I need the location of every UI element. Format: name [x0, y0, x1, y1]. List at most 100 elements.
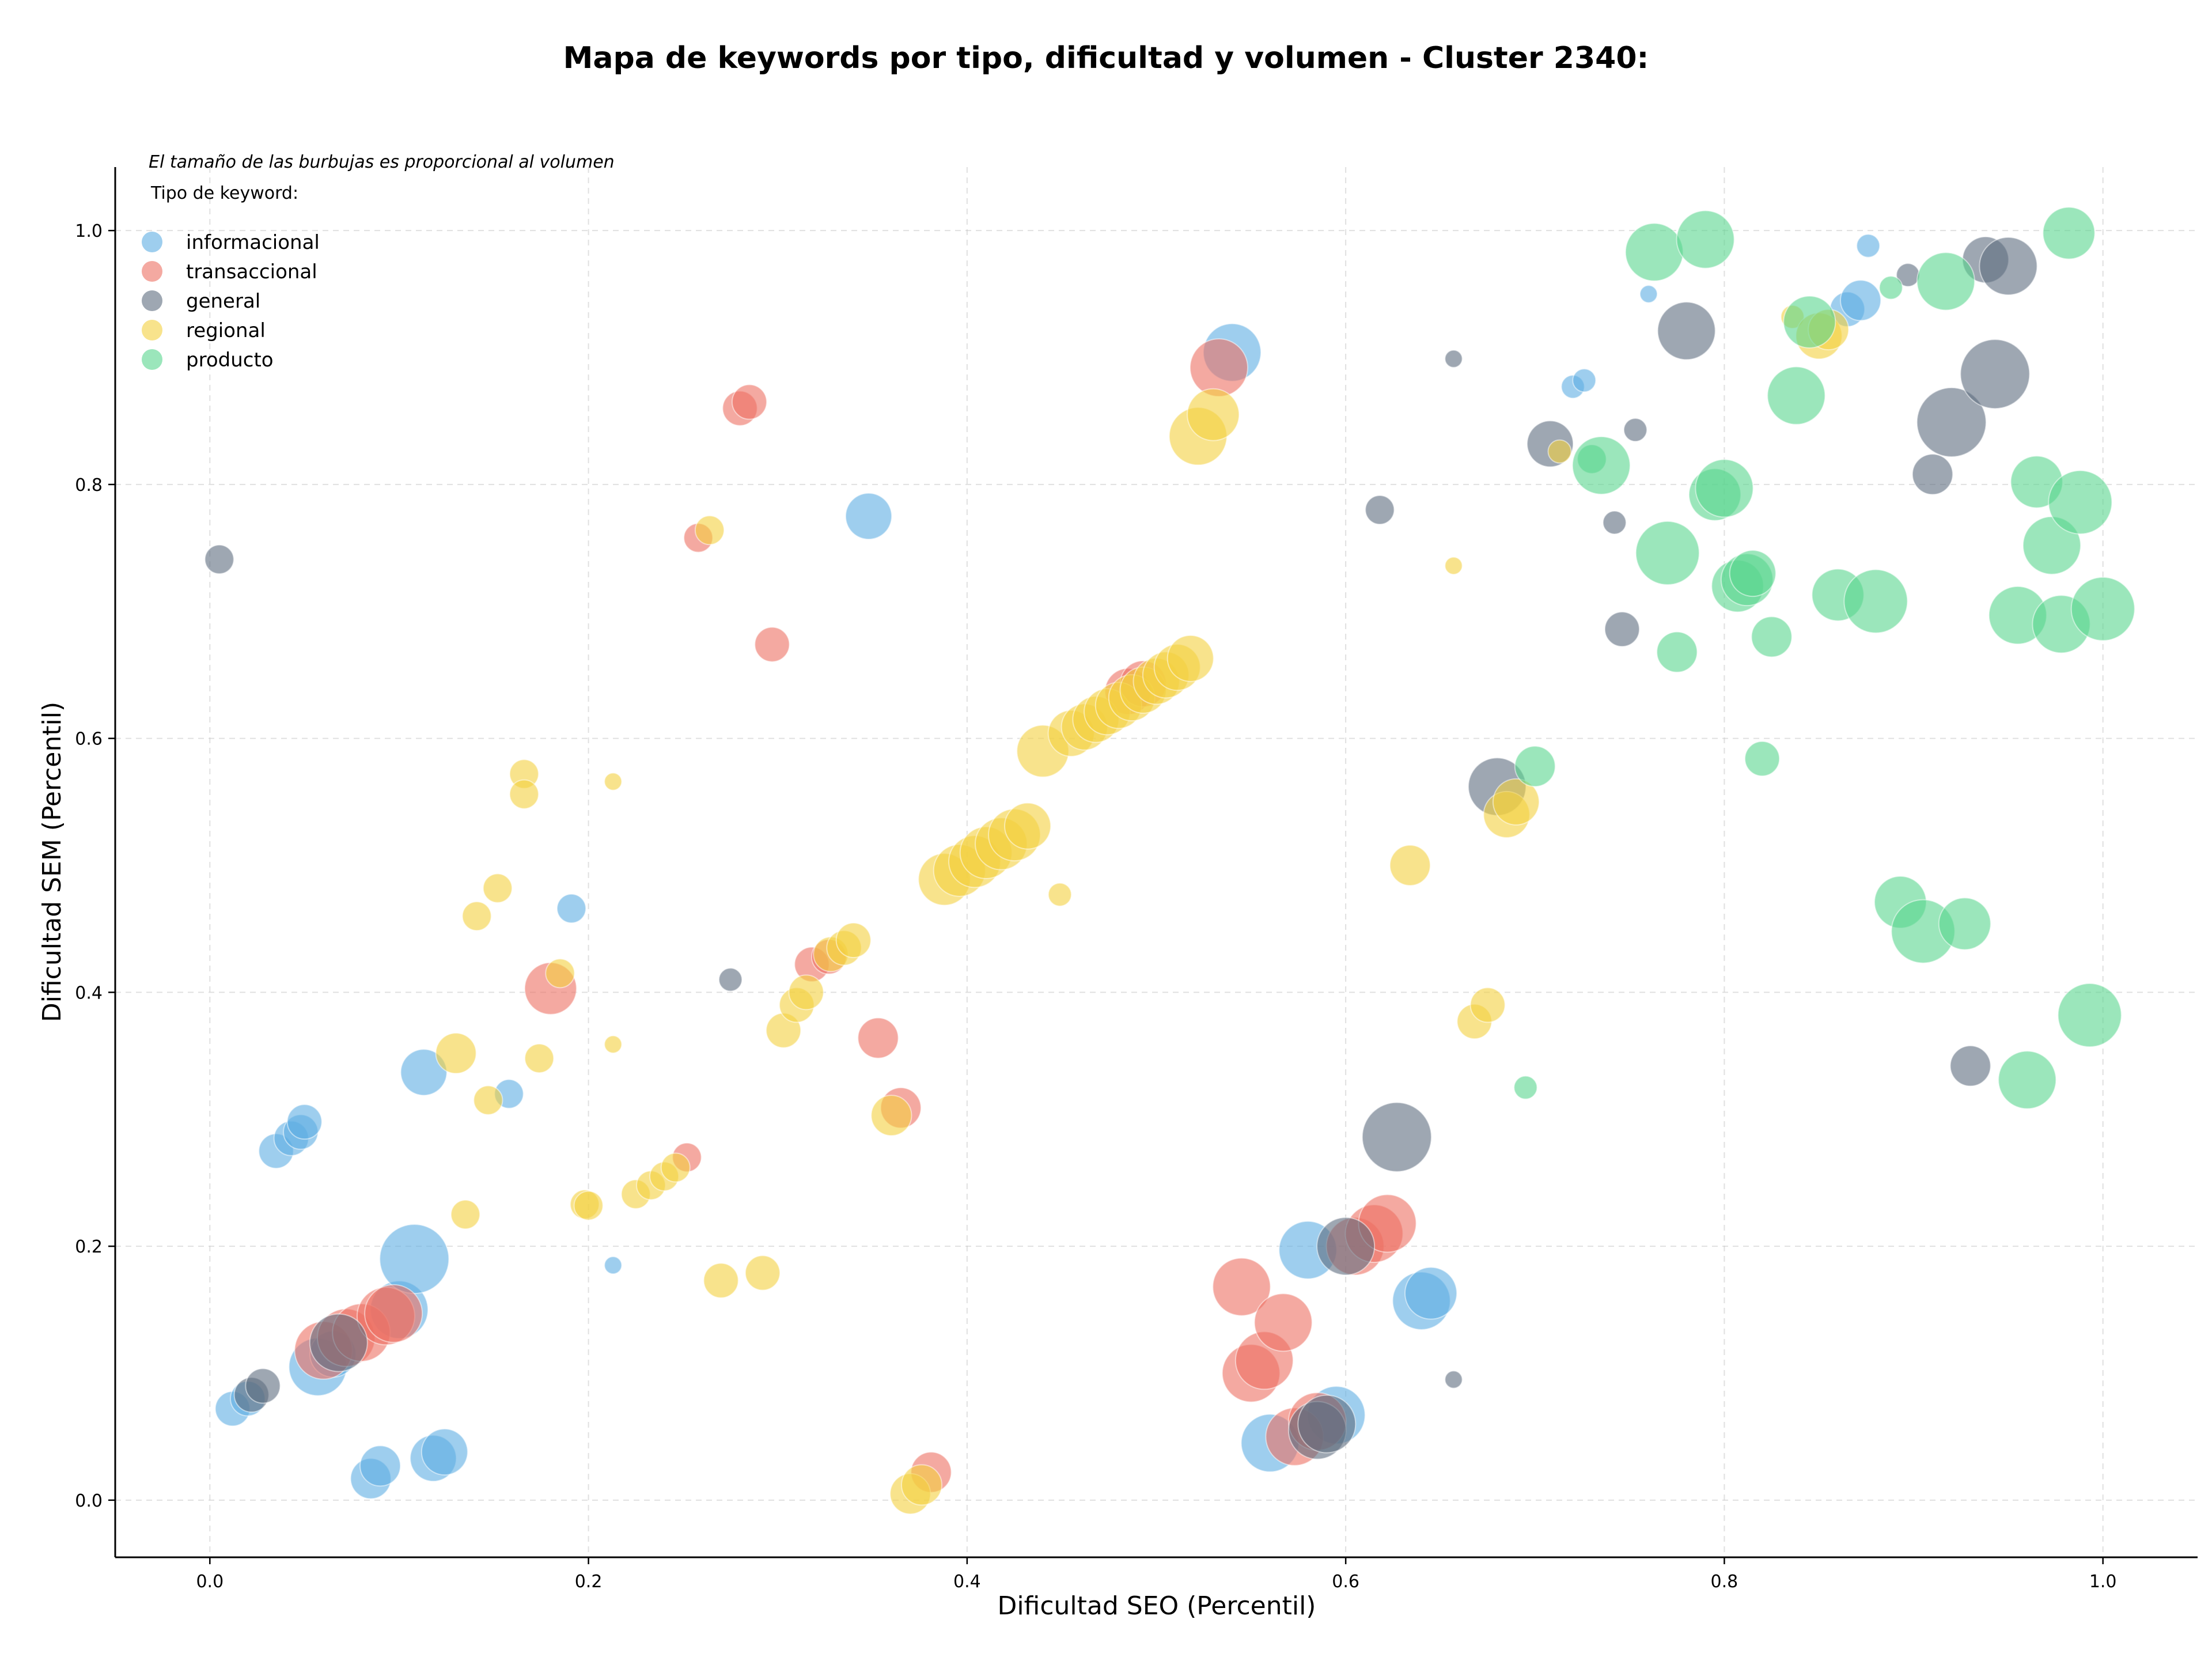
bubble-general — [718, 967, 743, 992]
x-ticks: 0.0 0.2 0.4 0.6 0.8 1.0 — [196, 1557, 2117, 1592]
bubble-informacional — [1572, 368, 1597, 393]
x-tick-label: 0.4 — [953, 1572, 981, 1592]
y-tick-label: 0.4 — [75, 983, 103, 1003]
x-tick-label: 0.0 — [196, 1572, 224, 1592]
bubble-regional — [1492, 778, 1540, 826]
bubble-producto — [1635, 520, 1700, 585]
bubble-general — [245, 1368, 281, 1404]
bubble-producto — [2042, 206, 2096, 260]
bubble-producto — [1783, 295, 1836, 349]
bubble-general — [1604, 611, 1640, 648]
y-tick-label: 0.6 — [75, 729, 103, 750]
bubble-informacional — [286, 1104, 323, 1140]
x-axis-label: Dificultad SEO (Percentil) — [998, 1591, 1316, 1621]
legend-marker-transaccional — [142, 261, 162, 282]
y-tick-label: 0.0 — [75, 1491, 103, 1511]
bubble-regional — [1004, 802, 1052, 850]
bubble-informacional — [1856, 233, 1881, 258]
bubble-transaccional — [1189, 338, 1248, 398]
axes — [114, 167, 2198, 1558]
bubble-regional — [694, 515, 725, 546]
bubble-general — [204, 544, 234, 574]
bubble-informacional — [379, 1224, 450, 1295]
bubble-regional — [450, 1200, 480, 1230]
bubble-general — [1316, 1217, 1376, 1276]
bubble-producto — [1878, 275, 1903, 300]
bubble-general — [1960, 339, 2031, 410]
bubble-producto — [1998, 1050, 2057, 1110]
bubble-regional — [1444, 556, 1463, 575]
bubble-general — [309, 1313, 368, 1372]
legend-label-transaccional: transaccional — [186, 260, 317, 283]
bubble-general — [1365, 494, 1395, 525]
bubble-producto — [1729, 550, 1777, 597]
x-tick-label: 0.6 — [1332, 1572, 1359, 1592]
legend-marker-regional — [142, 320, 162, 340]
legend-label-general: general — [186, 290, 260, 313]
bubble-regional — [524, 1043, 555, 1073]
y-tick-label: 0.2 — [75, 1237, 103, 1257]
bubble-regional — [870, 1095, 912, 1137]
bubble-informacional — [400, 1049, 448, 1096]
bubble-regional — [461, 901, 492, 932]
bubble-regional — [545, 958, 575, 989]
bubble-informacional — [359, 1445, 402, 1487]
bubble-transaccional — [857, 1017, 899, 1059]
bubble-producto — [1767, 366, 1826, 425]
bubble-producto — [1938, 897, 1991, 951]
bubble-regional — [788, 974, 824, 1011]
legend-marker-informacional — [142, 232, 162, 252]
bubble-producto — [2057, 983, 2122, 1048]
legend-label-regional: regional — [186, 319, 266, 342]
legend-label-informacional: informacional — [186, 231, 320, 254]
bubble-producto — [1751, 616, 1793, 658]
bubble-producto — [1744, 740, 1781, 777]
bubble-general — [1444, 349, 1463, 368]
bubble-regional — [573, 1190, 604, 1221]
series-regional — [435, 305, 1850, 1515]
bubble-informacional — [1840, 279, 1882, 321]
bubble-general — [1602, 510, 1627, 535]
bubble-producto — [1514, 746, 1556, 788]
bubble-regional — [744, 1255, 781, 1291]
grid — [115, 167, 2198, 1557]
bubble-general — [1657, 301, 1716, 361]
bubble-size-note: El tamaño de las burbujas es proporciona… — [149, 152, 615, 172]
bubble-producto — [1676, 210, 1735, 269]
bubble-informacional — [1639, 285, 1658, 304]
bubble-general — [1361, 1102, 1432, 1172]
x-tick-label: 1.0 — [2089, 1572, 2117, 1592]
bubble-regional — [604, 772, 623, 791]
legend-label-producto: producto — [186, 349, 274, 372]
bubble-transaccional — [1212, 1257, 1271, 1316]
bubble-regional — [703, 1262, 739, 1299]
series-producto — [1513, 206, 2135, 1110]
bubble-general — [1949, 1045, 1991, 1087]
bubble-regional — [509, 779, 539, 809]
bubble-regional — [1547, 439, 1572, 464]
bubble-producto — [1624, 222, 1684, 282]
bubble-regional — [1166, 634, 1214, 682]
bubble-general — [1623, 418, 1647, 442]
legend-title: Tipo de keyword: — [150, 183, 298, 203]
chart-title: Mapa de keywords por tipo, dificultad y … — [563, 41, 1649, 75]
bubble-regional — [482, 873, 513, 903]
bubble-transaccional — [731, 384, 767, 420]
bubble-regional — [835, 922, 872, 959]
bubble-regional — [435, 1032, 477, 1074]
bubble-regional — [1389, 845, 1431, 887]
legend-marker-producto — [142, 349, 162, 370]
y-ticks: 0.0 0.2 0.4 0.6 0.8 1.0 — [75, 221, 115, 1511]
bubble-producto — [2048, 470, 2113, 535]
bubble-regional — [1047, 882, 1072, 907]
bubble-informacional — [421, 1428, 468, 1476]
bubble-transaccional — [754, 626, 790, 663]
series-general — [204, 236, 2038, 1460]
bubble-producto — [1656, 631, 1698, 673]
bubble-transaccional — [1253, 1293, 1313, 1352]
legend-marker-general — [142, 290, 162, 311]
bubble-regional — [1469, 987, 1506, 1023]
bubble-regional — [660, 1152, 691, 1183]
legend: informacional transaccional general regiona… — [142, 231, 320, 372]
